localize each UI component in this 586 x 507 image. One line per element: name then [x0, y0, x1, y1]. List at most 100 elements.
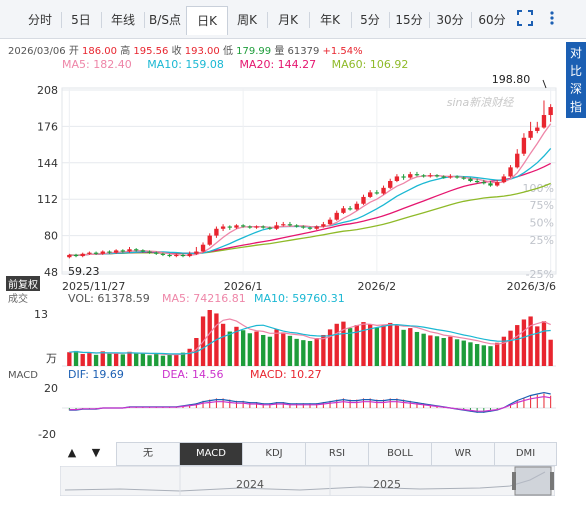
candle-body: [174, 254, 179, 257]
watermark: sina新浪财经: [447, 96, 514, 109]
volume-bar: [508, 330, 513, 366]
candle-body: [454, 176, 460, 178]
candle-body: [474, 181, 480, 183]
indicator-rsi-button[interactable]: RSI: [306, 443, 369, 465]
prev-arrow-icon[interactable]: ▲: [67, 446, 77, 459]
tab-bs-points[interactable]: B/S点: [149, 13, 181, 27]
candle-body: [301, 226, 306, 228]
candle-body: [521, 137, 527, 154]
indicator-wr-button[interactable]: WR: [432, 443, 495, 465]
compare-index-tab[interactable]: 对 比 深 指: [566, 42, 586, 118]
compare-index-char: 指: [569, 100, 582, 114]
tab-daily-k[interactable]: 日K: [186, 6, 228, 35]
candle-body: [307, 227, 313, 229]
volume-bar: [254, 331, 259, 366]
tab-30min[interactable]: 30分: [436, 13, 464, 27]
candle-body: [294, 225, 299, 227]
timeline-left-handle: [512, 472, 516, 490]
tab-yearly-k[interactable]: 年K: [320, 13, 340, 27]
macd-dif-legend: DIF: 19.69: [68, 368, 124, 381]
volume-bar: [287, 335, 293, 366]
more-options-icon[interactable]: [544, 10, 560, 26]
volume-bar: [394, 324, 400, 366]
volume-bar: [294, 338, 299, 366]
volume-bar: [468, 342, 473, 366]
volume-bar: [367, 324, 373, 366]
candle-body: [274, 225, 279, 229]
tab-5min[interactable]: 5分: [360, 13, 380, 27]
tab-yearline[interactable]: 年线: [110, 13, 135, 27]
candle-body: [515, 153, 520, 168]
candle-body: [227, 226, 232, 228]
candle-body: [448, 176, 453, 178]
ma60-path: [69, 182, 551, 256]
tab-divider: [309, 12, 310, 28]
candle-body: [535, 127, 540, 131]
candle-body: [93, 252, 99, 254]
open-label: 开: [68, 46, 79, 57]
restore-mode-badge[interactable]: 前复权: [6, 276, 40, 291]
tab-5day[interactable]: 5日: [71, 13, 91, 27]
candle-body: [240, 225, 246, 227]
price-tick-label: 80: [44, 230, 58, 243]
volume-bar: [541, 321, 547, 366]
candle-body: [214, 228, 219, 236]
candle-body: [361, 196, 366, 204]
candle-body: [107, 251, 112, 253]
candle-body: [367, 192, 373, 197]
indicator-dmi-button[interactable]: DMI: [515, 448, 536, 459]
ma60-line: [69, 182, 551, 256]
indicator-boll-button[interactable]: BOLL: [369, 443, 432, 465]
timeline-year-2024: 2024: [236, 478, 264, 491]
volume-pane-label: 成交: [8, 292, 28, 305]
candle-body: [341, 208, 346, 213]
tab-divider: [144, 12, 145, 28]
ma60-legend: MA60: 106.92: [331, 58, 409, 71]
ma5-legend: MA5: 182.40: [62, 58, 132, 71]
candle-body: [127, 249, 132, 252]
volume-bar: [227, 331, 232, 366]
volume-bar: [160, 355, 166, 366]
percent-tick-label: 75%: [530, 199, 554, 212]
tab-divider: [101, 12, 102, 28]
volume-bar: [107, 353, 112, 366]
volume-bar: [321, 334, 326, 366]
volume-bar: [281, 332, 286, 366]
tab-weekly-k[interactable]: 周K: [237, 13, 257, 27]
indicator-none-button[interactable]: 无: [117, 443, 180, 465]
volume-bar: [381, 325, 386, 366]
tab-fenshi[interactable]: 分时: [27, 13, 52, 27]
candle-body: [334, 212, 339, 220]
fullscreen-icon[interactable]: [517, 10, 533, 26]
tab-15min[interactable]: 15分: [395, 13, 423, 27]
indicator-macd-button[interactable]: MACD: [180, 443, 243, 465]
indicator-kdj-button[interactable]: KDJ: [243, 443, 306, 465]
candle-body: [461, 177, 466, 179]
candle-body: [194, 251, 199, 254]
volume-bar: [474, 344, 480, 366]
price-tick-label: 48: [44, 266, 58, 279]
tab-divider: [389, 12, 390, 28]
volume-unit: 万: [46, 352, 57, 365]
volume-bar: [113, 352, 119, 366]
timeline-year-2025: 2025: [373, 478, 401, 491]
macd-histogram: [62, 393, 556, 413]
tab-60min[interactable]: 60分: [478, 13, 506, 27]
volume-ma5-legend: MA5: 74216.81: [162, 292, 246, 305]
volume-bar: [441, 338, 446, 366]
tab-divider: [429, 12, 430, 28]
volume-bar: [247, 333, 253, 366]
next-arrow-icon[interactable]: ▼: [91, 446, 101, 459]
percent-tick-label: 25%: [530, 234, 554, 247]
candle-body: [501, 176, 507, 183]
volume-bar: [234, 326, 239, 366]
candle-body: [220, 226, 226, 229]
tab-monthly-k[interactable]: 月K: [278, 13, 298, 27]
volume-bar: [314, 338, 319, 366]
candle-body: [180, 254, 186, 257]
volume-bar: [207, 310, 212, 366]
volume-bar: [347, 328, 353, 366]
ma-legend: MA5: 182.40 MA10: 159.08 MA20: 144.27 MA…: [62, 58, 408, 71]
candle-body: [468, 178, 473, 181]
timeline-navigator[interactable]: 2024 2025: [60, 466, 555, 496]
